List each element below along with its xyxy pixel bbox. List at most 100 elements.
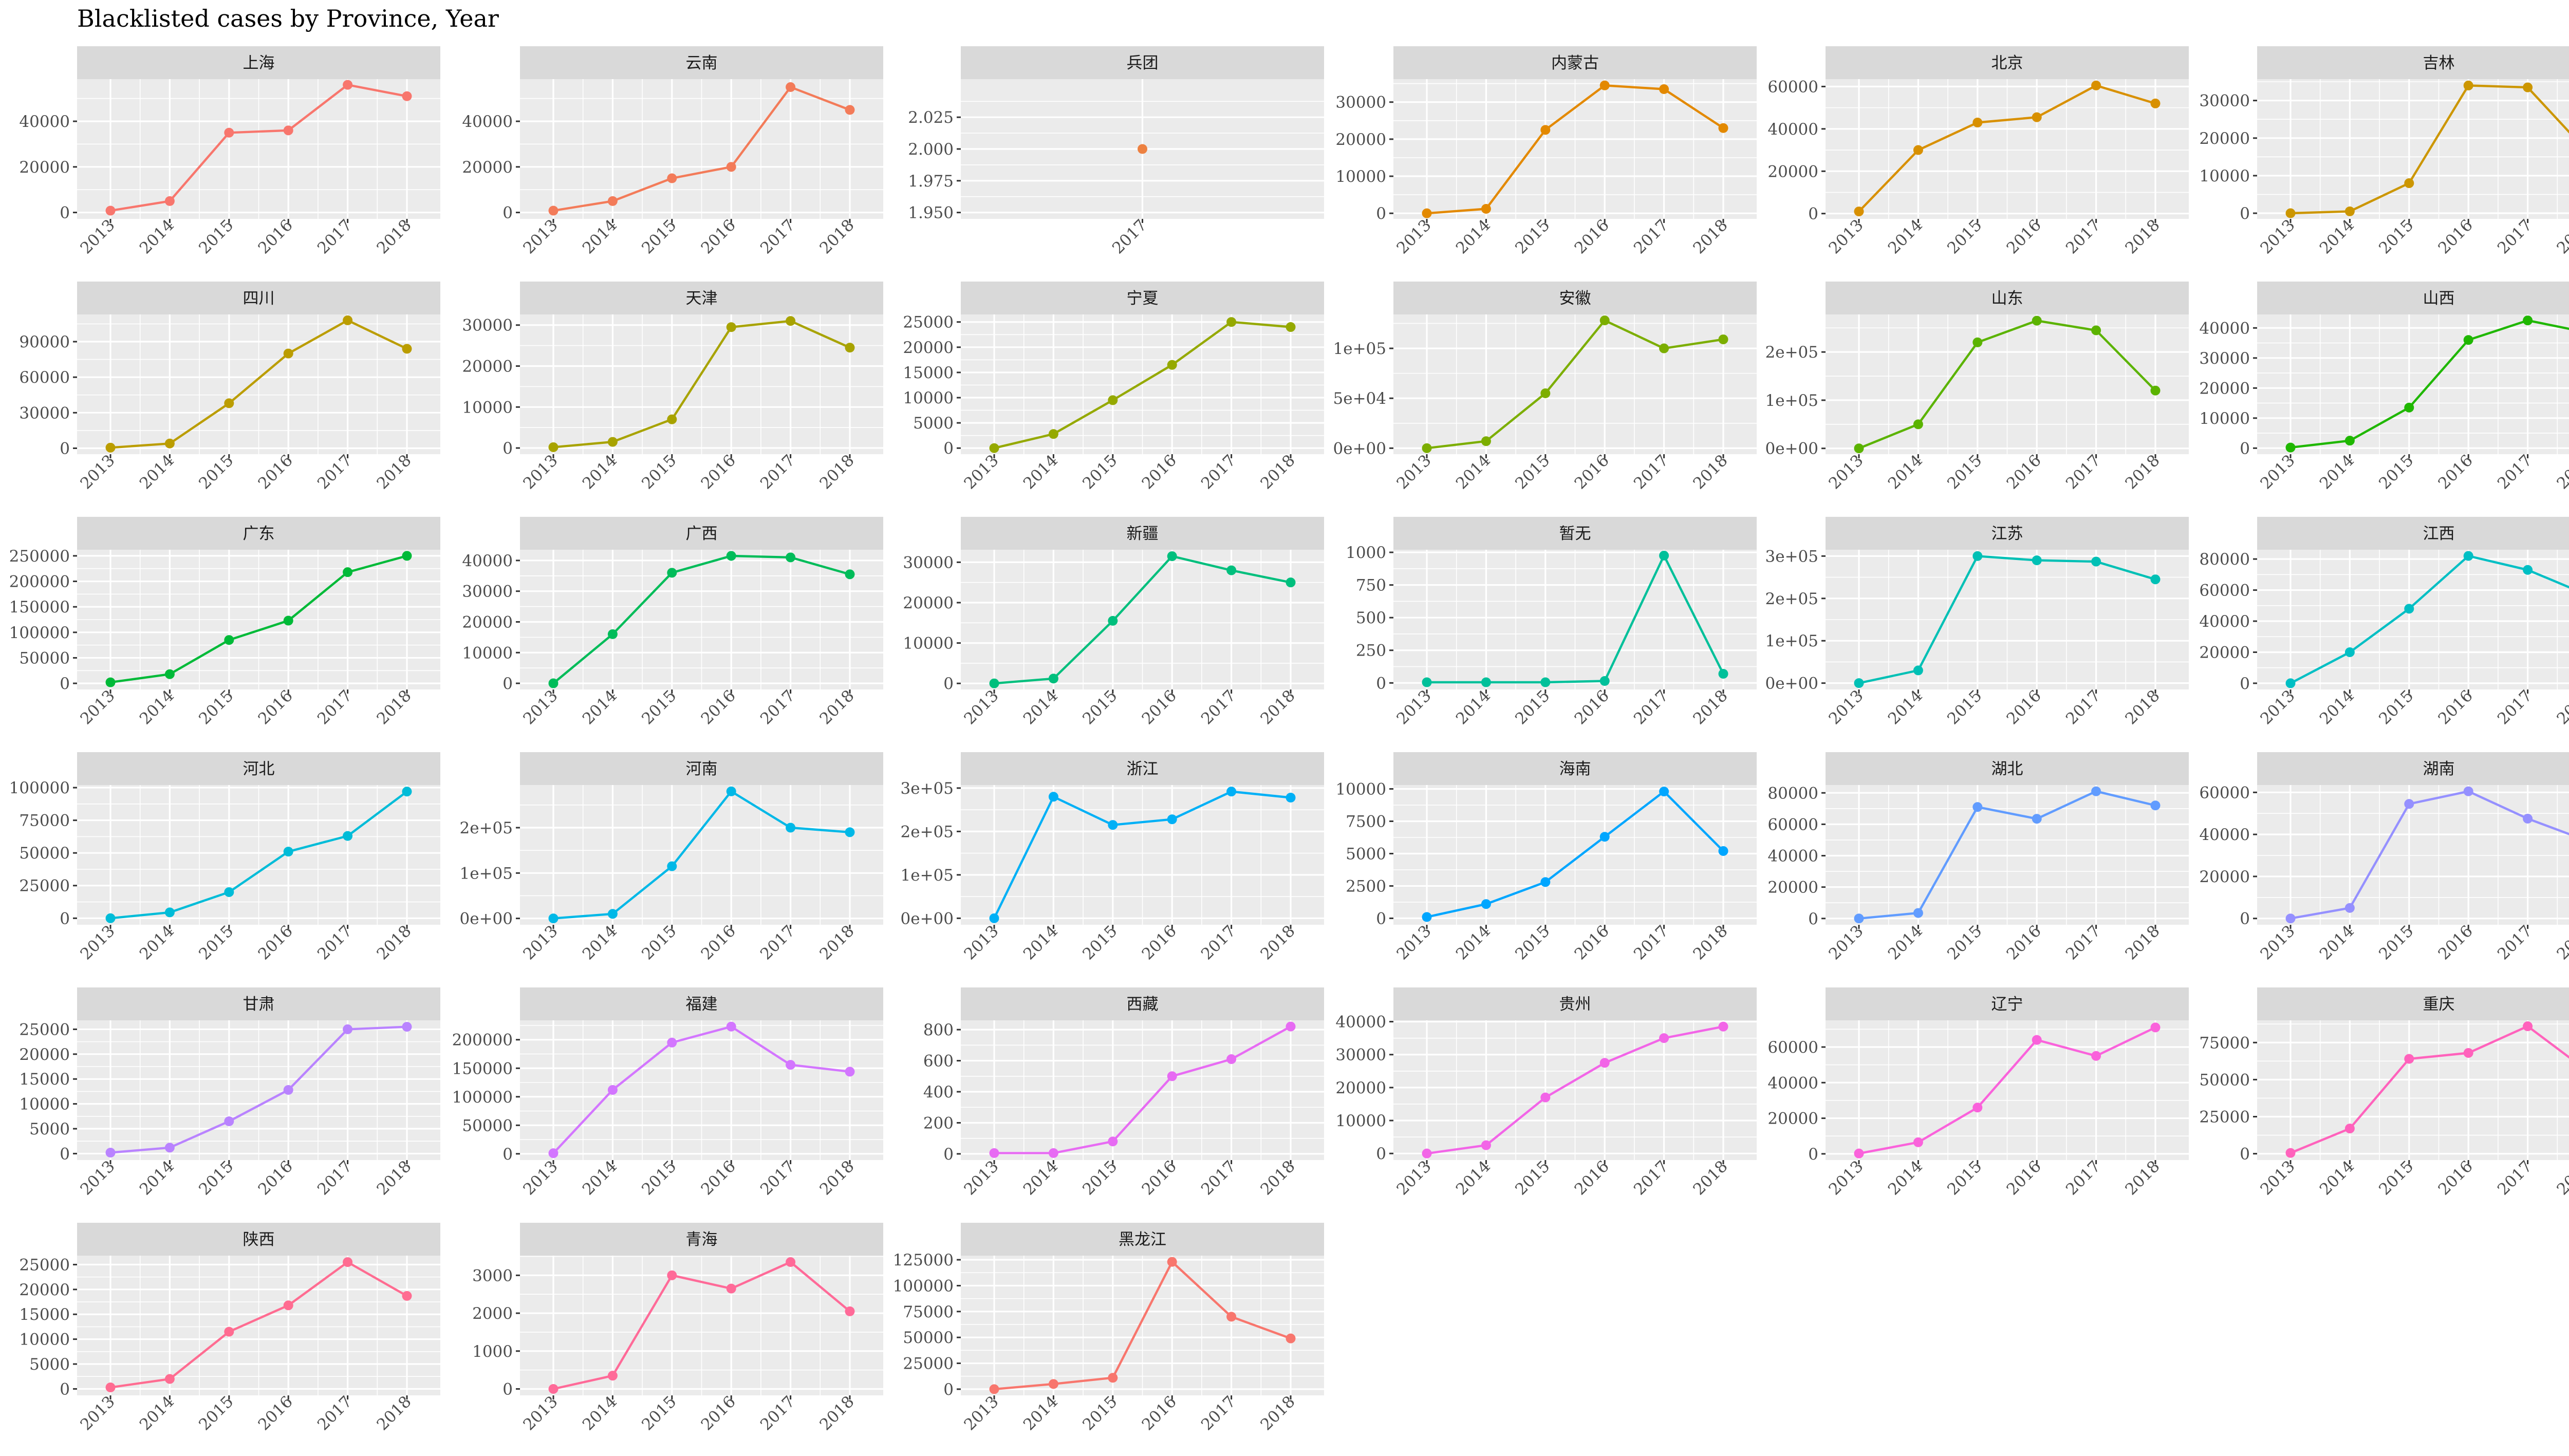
x-tick-label: 2017 [2062, 686, 2104, 728]
x-tick-label: 2017 [1630, 686, 1672, 728]
data-point [2285, 208, 2296, 218]
y-tick-label: 0 [1376, 674, 1386, 693]
plot-panel [2257, 785, 2569, 925]
y-tick-label: 10000 [903, 389, 954, 407]
x-tick-label: 2015 [195, 922, 237, 963]
data-point [164, 1143, 175, 1153]
data-point [667, 861, 677, 871]
x-tick-label: 2018 [1257, 686, 1298, 728]
y-tick-label: 500 [1356, 609, 1386, 627]
data-point [1422, 208, 1432, 218]
x-tick-label: 2018 [1257, 1392, 1298, 1434]
data-point [2032, 112, 2042, 122]
data-point [1286, 322, 1296, 332]
data-point [726, 1021, 736, 1032]
x-tick-label: 2014 [1020, 451, 1062, 493]
facet-strip [2257, 987, 2569, 1020]
data-point [1422, 912, 1432, 922]
y-tick-label: 150000 [9, 598, 70, 617]
data-point [548, 1148, 559, 1159]
x-tick-label: 2013 [2257, 451, 2298, 493]
facet-strip [961, 987, 1324, 1020]
y-tick-label: 3e+05 [901, 779, 954, 798]
data-point [548, 442, 559, 452]
series-line [110, 790, 408, 920]
y-tick-label: 10000 [903, 634, 954, 653]
x-tick-label: 2014 [2316, 686, 2358, 728]
x-tick-label: 2013 [2257, 216, 2298, 257]
x-tick-label: 2014 [2316, 216, 2358, 257]
data-point [607, 1371, 618, 1381]
x-tick-label: 2016 [255, 686, 296, 728]
x-tick-label: 2014 [1453, 216, 1494, 257]
facet-strip-label: 暂无 [1559, 525, 1591, 543]
series-line [110, 83, 407, 212]
facet-strip-label: 贵州 [1559, 995, 1591, 1014]
facet-strip-label: 辽宁 [1991, 995, 2023, 1014]
x-tick-label: 2015 [1944, 686, 1985, 728]
facet-panel: 青海 0 1000 2000 3000 2013 2014 2015 2016 2017 2018 [472, 1223, 883, 1434]
x-tick-label: 2016 [1571, 216, 1613, 257]
data-point [1481, 899, 1491, 909]
data-point [2032, 555, 2042, 566]
facet-strip [520, 46, 883, 79]
x-tick-label: 2018 [373, 216, 415, 257]
data-point [2032, 315, 2042, 326]
x-tick-label: 2013 [77, 451, 118, 493]
data-point [1481, 677, 1491, 687]
y-tick-label: 20000 [2199, 379, 2250, 398]
data-point [1913, 145, 1923, 155]
data-point [2523, 565, 2533, 575]
x-tick-label: 2016 [698, 451, 739, 493]
y-tick-label: 20000 [2199, 868, 2250, 886]
data-point [1599, 832, 1610, 842]
facet-strip-label: 海南 [1559, 760, 1591, 778]
data-point [786, 1257, 796, 1267]
data-point [1854, 443, 1864, 454]
data-point [1659, 787, 1669, 797]
series-line [994, 1260, 1291, 1391]
y-tick-label: 100000 [9, 624, 70, 642]
x-tick-label: 2015 [1944, 216, 1985, 257]
facet-strip-label: 山西 [2423, 289, 2455, 308]
data-point [2150, 800, 2161, 811]
x-tick-label: 2014 [136, 216, 178, 257]
facet-panel: 北京 0 20000 40000 60000 2013 2014 2015 2016 2017 20… [1767, 46, 2189, 257]
x-tick-label: 2015 [1079, 922, 1121, 963]
data-point [402, 91, 412, 101]
x-tick-label: 2017 [757, 922, 798, 963]
y-tick-label: 1e+05 [1765, 632, 1819, 650]
data-point [283, 1085, 293, 1095]
y-tick-label: 0e+00 [1765, 675, 1819, 693]
y-tick-label: 40000 [1767, 1074, 1818, 1092]
data-point [224, 1327, 234, 1337]
y-tick-label: 5e+04 [1333, 389, 1387, 408]
facet-strip [1826, 46, 2189, 79]
facet-strip [961, 517, 1324, 550]
x-tick-label: 2018 [2553, 686, 2569, 728]
y-tick-label: 0 [1376, 204, 1386, 223]
series-line [2290, 1025, 2569, 1154]
x-tick-label: 2017 [314, 686, 356, 728]
data-point [1718, 334, 1728, 345]
y-tick-label: 25000 [19, 1020, 70, 1039]
x-tick-label: 2017 [314, 216, 356, 257]
x-tick-label: 2016 [698, 1157, 739, 1199]
data-point [343, 80, 353, 90]
series-line [994, 1025, 1292, 1154]
data-point [283, 615, 293, 626]
y-tick-label: 60000 [2199, 783, 2250, 802]
x-tick-label: 2017 [314, 1392, 356, 1434]
data-point [786, 82, 796, 92]
facet-strip-label: 河南 [686, 760, 718, 778]
data-point [2344, 903, 2355, 913]
data-point [105, 1147, 116, 1158]
y-tick-label: 0 [60, 1145, 70, 1163]
x-tick-label: 2015 [2375, 451, 2417, 493]
facet-panel: 河北 0 25000 50000 75000 100000 2013 2014 2015 2016… [9, 752, 440, 963]
x-tick-label: 2014 [1453, 1157, 1494, 1199]
x-tick-label: 2018 [2121, 686, 2163, 728]
facet-strip [961, 46, 1324, 79]
data-point [1913, 1137, 1923, 1147]
data-point [726, 322, 736, 332]
